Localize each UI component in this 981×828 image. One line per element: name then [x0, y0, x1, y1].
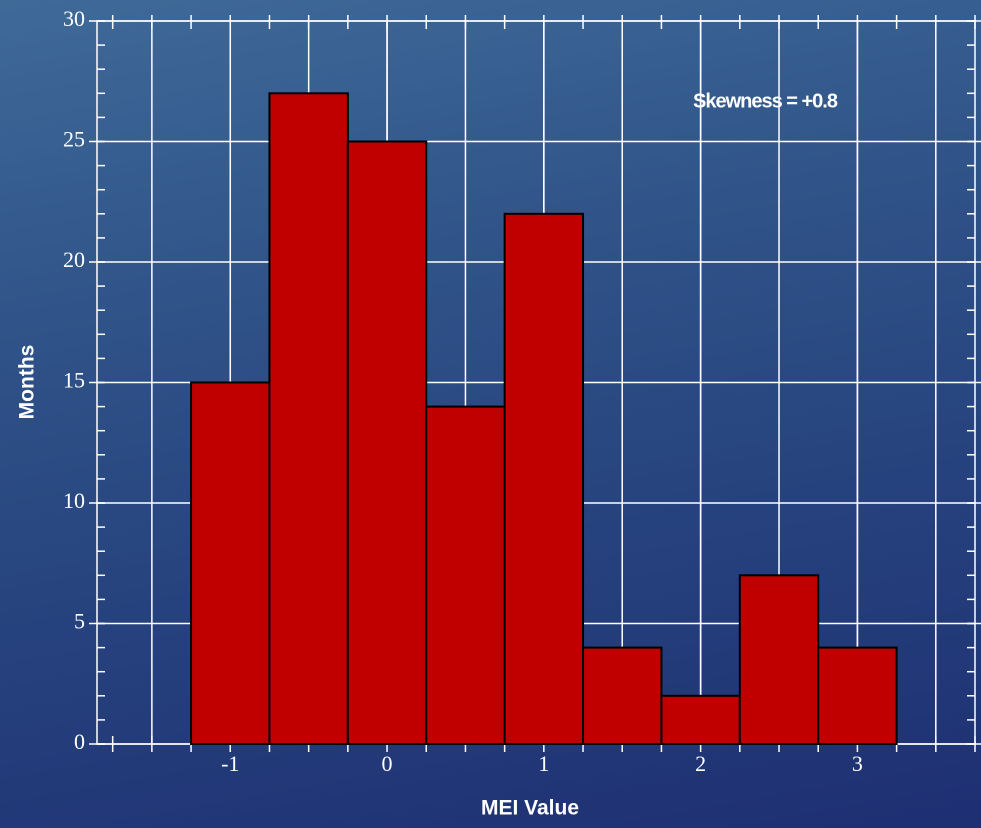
y-tick-label: 0 — [74, 729, 85, 754]
y-tick-label: 20 — [63, 247, 85, 272]
bar — [740, 575, 818, 744]
x-tick-label: 1 — [538, 751, 549, 776]
y-tick-label: 30 — [63, 6, 85, 31]
y-tick-label: 5 — [74, 609, 85, 634]
x-tick-label: 3 — [852, 751, 863, 776]
x-tick-label: -1 — [221, 751, 239, 776]
y-tick-label: 25 — [63, 127, 85, 152]
page: {"chart_data": {"type": "histogram", "bi… — [0, 0, 981, 828]
y-tick-label: 15 — [63, 368, 85, 393]
bar — [426, 407, 504, 744]
bar — [348, 142, 426, 745]
annotation: Skewness = +0.8 — [693, 90, 838, 112]
x-tick-label: 0 — [382, 751, 393, 776]
x-tick-label: 2 — [695, 751, 706, 776]
x-axis-label: MEI Value — [481, 797, 579, 820]
y-tick-label: 10 — [63, 488, 85, 513]
bar — [661, 696, 739, 744]
bar — [583, 648, 661, 744]
bar — [269, 93, 347, 744]
bar — [505, 214, 583, 744]
y-axis-label: Months — [16, 345, 39, 420]
bar — [818, 648, 896, 744]
bar — [191, 383, 269, 745]
chart: MEI Value Months -10123051015202530Skewn… — [0, 0, 981, 828]
